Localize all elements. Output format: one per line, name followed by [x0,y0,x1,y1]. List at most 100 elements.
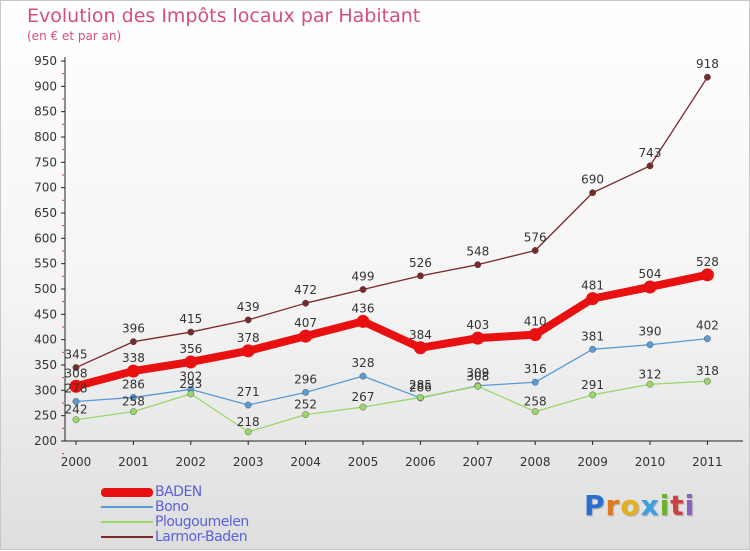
data-label: 258 [524,395,547,409]
data-point [299,329,313,343]
y-tick-label: 650 [34,206,57,220]
chart-legend: BADEN Bono Plougoumelen Larmor-Baden [101,484,321,545]
data-point [589,345,596,353]
data-label: 548 [466,245,489,259]
data-point [531,378,539,386]
data-label: 286 [122,377,145,391]
series-line-baden [72,270,712,391]
data-point [474,261,482,269]
data-label: 291 [581,378,604,392]
logo-letter: r [605,489,621,522]
data-label: 499 [352,270,375,284]
legend-label: Plougoumelen [155,514,249,530]
data-point [129,394,137,401]
legend-label: BADEN [155,484,202,500]
data-label: 285 [409,378,432,392]
x-tick-label: 2001 [118,455,149,469]
y-tick-label: 350 [34,358,57,372]
x-tick-label: 2011 [692,455,723,469]
data-point [244,316,252,324]
data-point [69,379,83,393]
data-label: 309 [466,366,489,380]
data-label: 690 [581,173,604,187]
data-point [302,411,309,419]
x-tick-label: 2005 [348,455,379,469]
legend-item-baden: BADEN [101,484,321,500]
series-line-bono [75,338,709,406]
data-point [359,286,367,293]
data-point [646,380,654,388]
x-tick-label: 2006 [405,455,436,469]
data-label: 312 [639,367,662,381]
data-label: 472 [294,283,317,297]
data-label: 296 [294,372,317,386]
y-tick-label: 900 [34,79,57,93]
data-label: 302 [179,369,202,383]
y-tick-label: 200 [34,434,57,448]
y-tick-label: 750 [34,155,57,169]
legend-item-larmor-baden: Larmor-Baden [101,529,321,545]
data-point [589,391,596,399]
data-point [302,299,309,307]
legend-item-bono: Bono [101,499,321,515]
series-line-larmor-baden [75,76,709,369]
data-point [241,344,255,358]
data-label: 252 [294,398,317,412]
data-point [646,341,654,349]
data-label: 356 [179,342,202,356]
data-label: 439 [237,300,260,314]
y-tick-label: 250 [34,409,57,423]
data-point [187,328,195,336]
y-tick-label: 600 [34,231,57,245]
data-label: 242 [65,403,88,417]
data-point [471,331,485,345]
data-point [416,394,424,401]
data-label: 316 [524,362,547,376]
x-tick-label: 2000 [61,455,92,469]
data-label: 218 [237,415,260,429]
data-label: 526 [409,256,432,270]
data-point [72,364,80,371]
data-label: 396 [122,322,145,336]
data-label: 378 [237,331,260,345]
data-point [528,328,542,342]
data-label: 328 [352,356,375,370]
data-label: 743 [639,146,662,160]
x-tick-label: 2007 [463,455,494,469]
x-tick-label: 2003 [233,455,264,469]
data-point [531,247,539,254]
logo-letter: x [640,489,660,522]
data-label: 415 [179,312,202,326]
y-tick-label: 700 [34,181,57,195]
data-label: 286 [409,380,432,394]
data-label: 576 [524,230,547,244]
data-label: 293 [179,377,202,391]
data-point [72,416,80,424]
data-label: 436 [352,301,375,315]
x-tick-label: 2004 [290,455,321,469]
series-line-plougoumelen [75,380,709,433]
data-point [413,341,427,355]
data-point [359,372,367,380]
data-label: 258 [122,395,145,409]
y-tick-label: 950 [34,54,57,68]
y-tick-label: 850 [34,105,57,119]
data-point [184,355,198,369]
legend-swatch [101,521,153,523]
data-point [187,390,195,398]
legend-label: Larmor-Baden [155,529,248,545]
data-label: 384 [409,328,432,342]
logo-letter: i [659,489,671,522]
data-point [302,388,309,396]
data-label: 318 [696,364,719,378]
data-point [72,398,80,405]
logo-letter: t [670,489,685,522]
data-label: 338 [122,351,145,365]
x-tick-label: 2010 [635,455,666,469]
proxiti-logo: Proxiti [584,489,695,522]
logo-letter: o [620,489,641,522]
legend-label: Bono [155,499,189,515]
data-point [531,408,539,416]
x-tick-label: 2002 [176,455,207,469]
